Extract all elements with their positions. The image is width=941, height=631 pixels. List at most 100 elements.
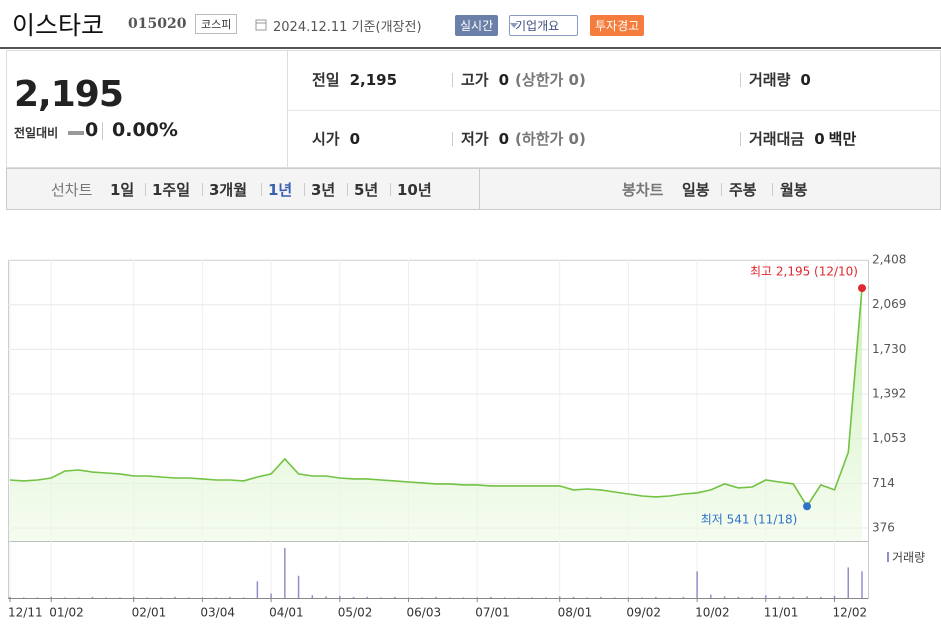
period-tab[interactable]: 1일 (110, 181, 135, 199)
volume-bar (710, 594, 712, 598)
stat-note: (하한가 0) (515, 130, 586, 148)
extreme-marker (803, 502, 812, 511)
x-tick-label: 09/02 (626, 606, 661, 620)
volume-bar (407, 597, 410, 598)
stat-sep (740, 132, 741, 146)
volume-bar (820, 596, 822, 598)
calendar-icon (255, 19, 267, 31)
dropdown-arrow (510, 23, 518, 28)
period-tab[interactable]: 3년 (311, 181, 336, 199)
y-tick-label: 2,069 (872, 297, 906, 311)
volume-bar (50, 596, 52, 598)
volume-bar (806, 596, 808, 598)
stat-value: 0 (349, 130, 361, 148)
tab-sep (772, 183, 773, 196)
volume-bar (696, 571, 698, 598)
volume-bar (503, 597, 506, 598)
stat: 고가 0 (상한가 0) (461, 69, 586, 90)
x-tick-label: 11/01 (764, 606, 799, 620)
stat: 거래대금 0 백만 (749, 128, 856, 149)
volume-bar (545, 597, 547, 598)
volume-bar (9, 596, 11, 598)
volume-bar (572, 596, 575, 598)
stat-unit: 백만 (828, 130, 857, 148)
volume-bar (36, 597, 39, 598)
volume-bar (77, 597, 80, 598)
y-tick-label: 1,053 (872, 431, 906, 445)
change-sep (102, 122, 103, 140)
stat: 저가 0 (하한가 0) (461, 128, 586, 149)
volume-bar (339, 595, 341, 598)
period-tab[interactable]: 1년 (268, 181, 293, 199)
change-flat-icon (68, 131, 84, 135)
x-tick-label: 03/04 (200, 606, 235, 620)
x-tick-label: 12/11 (8, 606, 43, 620)
stat-sep (452, 132, 453, 146)
volume-bar (421, 597, 424, 598)
stat-value: 0 (814, 130, 825, 148)
tab-sep (304, 183, 305, 196)
volume-legend: 거래량 (892, 551, 925, 565)
extreme-marker (858, 284, 866, 293)
volume-bar (325, 596, 327, 598)
period-tab[interactable]: 3개월 (209, 181, 248, 199)
volume-bar (366, 596, 369, 598)
candle-tab[interactable]: 월봉 (780, 181, 808, 199)
realtime-button[interactable]: 실시간 (455, 15, 499, 36)
volume-bar (833, 595, 836, 598)
stat-sep (740, 73, 741, 87)
period-tab[interactable]: 1주일 (152, 181, 191, 199)
volume-bar (284, 548, 286, 598)
stock-code: 015020 (128, 16, 187, 32)
extreme-label: 최고 2,195 (12/10) (750, 265, 858, 279)
volume-bar (132, 596, 135, 598)
tab-sep (145, 183, 146, 196)
volume-bar (297, 575, 300, 598)
stat-value: 0 (800, 71, 811, 89)
volume-bar (668, 597, 671, 598)
stat-value: 0 (498, 130, 510, 148)
y-tick-label: 1,730 (872, 342, 906, 356)
volume-bar (627, 597, 630, 598)
change-value: 0 (85, 119, 99, 141)
date-note: 기준(개장전) (351, 20, 422, 35)
plot-frame (8, 260, 869, 599)
period-tab[interactable]: 5년 (354, 181, 379, 199)
volume-bar (861, 571, 863, 598)
volume-bar (613, 597, 616, 598)
volume-bar (352, 596, 355, 598)
current-price: 2,195 (14, 74, 124, 115)
volume-bar (229, 596, 231, 598)
volume-bar (256, 581, 259, 598)
volume-bar (586, 597, 588, 598)
tab-sep (202, 183, 203, 196)
date: 2024.12.11 기준(개장전) (273, 16, 422, 35)
tab-sep (721, 183, 722, 196)
volume-bar (792, 596, 795, 598)
stat-value: 2,195 (349, 71, 398, 89)
stat-label: 시가 (312, 130, 340, 148)
volume-bar (737, 596, 740, 598)
tab-bar (6, 168, 941, 210)
volume-bar (435, 596, 437, 598)
x-tick-label: 12/02 (833, 606, 868, 620)
volume-bar (201, 597, 204, 598)
company-button-label: 기업개요 (515, 19, 560, 33)
volume-bar (146, 597, 149, 598)
volume-bar (215, 597, 217, 598)
period-tab[interactable]: 10년 (397, 181, 432, 199)
stock-name: 이스타코 (12, 11, 105, 40)
volume-bar (847, 567, 850, 598)
stat: 거래량 0 (749, 69, 811, 90)
tab-sep (390, 183, 391, 196)
candle-tab[interactable]: 일봉 (682, 181, 710, 199)
volume-bar (517, 597, 520, 598)
summary-box (6, 50, 941, 168)
volume-bar (394, 596, 396, 598)
candle-tab[interactable]: 주봉 (729, 181, 757, 199)
x-tick-label: 02/01 (132, 606, 167, 620)
company-button[interactable]: 기업개요 (509, 15, 579, 36)
y-tick-label: 376 (872, 521, 895, 535)
extreme-label: 최저 541 (11/18) (701, 513, 798, 527)
